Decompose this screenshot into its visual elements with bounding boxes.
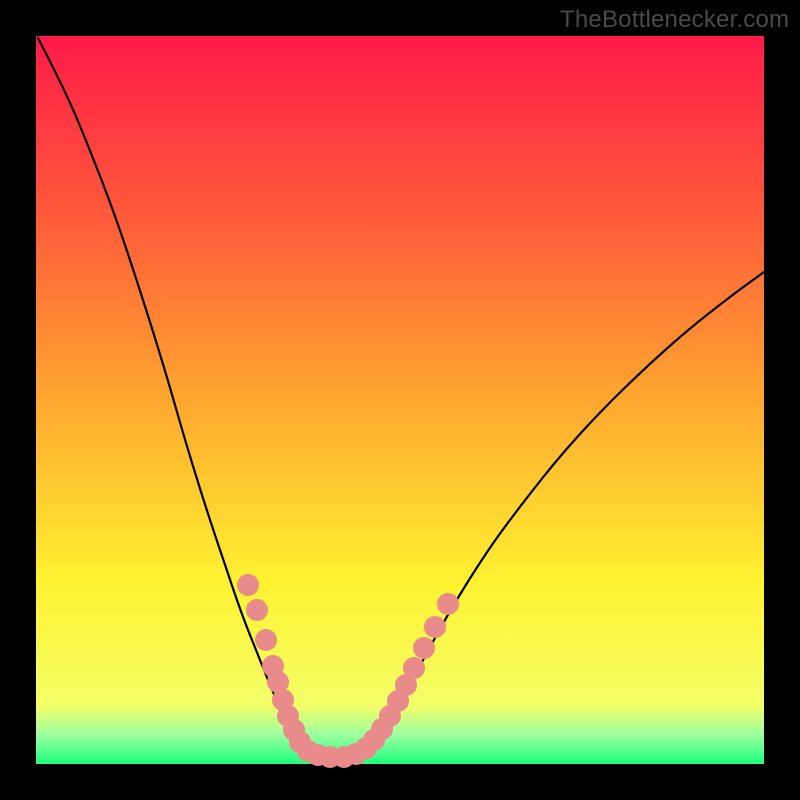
curve-path [38, 38, 764, 757]
watermark-text: TheBottlenecker.com [560, 6, 789, 34]
curve-marker [424, 616, 446, 638]
bottleneck-curve [36, 36, 764, 764]
curve-marker [246, 599, 268, 621]
curve-marker [437, 593, 459, 615]
plot-area [36, 36, 764, 764]
curve-marker [403, 657, 425, 679]
curve-marker [237, 574, 259, 596]
chart-frame: TheBottlenecker.com [0, 0, 800, 800]
curve-marker [255, 629, 277, 651]
curve-marker [413, 637, 435, 659]
